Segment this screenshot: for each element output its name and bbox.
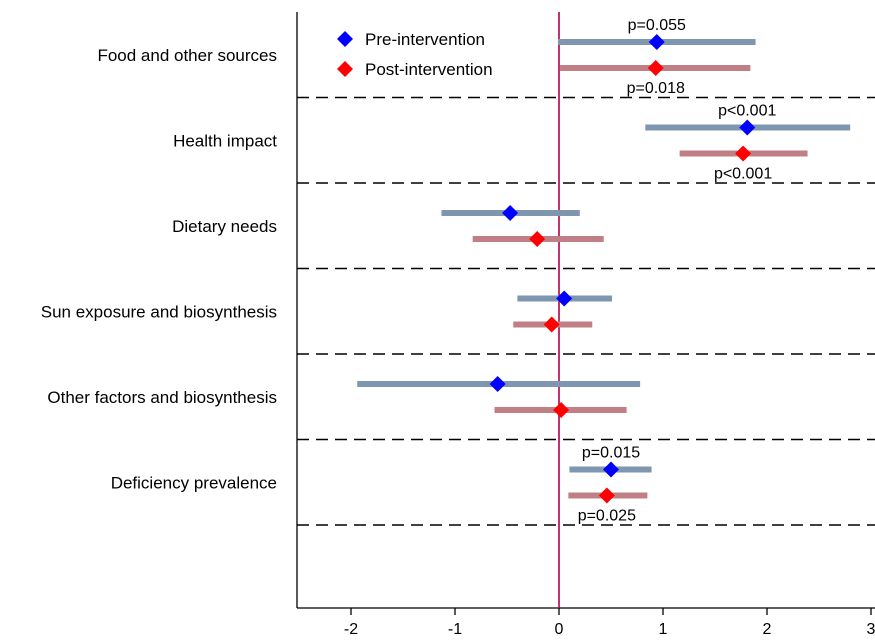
row-separators bbox=[297, 96, 875, 526]
category-row: Other factors and biosynthesis bbox=[47, 376, 641, 418]
category-row: Food and other sources p=0.055 p=0.018 bbox=[97, 17, 756, 97]
category-rows: Food and other sources p=0.055 p=0.018 Heal… bbox=[41, 17, 851, 525]
pre-intervention-point bbox=[739, 119, 756, 136]
post-intervention-point bbox=[735, 145, 752, 162]
x-tick-label: 3 bbox=[867, 621, 875, 638]
category-label: Health impact bbox=[173, 132, 277, 151]
post-intervention-point bbox=[543, 316, 560, 333]
post-intervention-point bbox=[598, 487, 615, 504]
pre-intervention-point bbox=[603, 461, 619, 478]
x-axis-ticks: -2 -1 0 1 2 3 bbox=[344, 608, 875, 638]
x-tick-label: -2 bbox=[344, 621, 358, 638]
pre-intervention-point bbox=[489, 376, 506, 392]
category-row: Deficiency prevalence p=0.015 p=0.025 bbox=[111, 445, 652, 525]
legend-post-marker bbox=[337, 61, 353, 77]
post-intervention-point bbox=[529, 231, 546, 247]
category-label: Dietary needs bbox=[172, 217, 277, 236]
legend-pre-label: Pre-intervention bbox=[365, 30, 485, 49]
x-tick-label: 2 bbox=[763, 621, 772, 638]
pre-intervention-point bbox=[502, 205, 519, 221]
legend-post-label: Post-intervention bbox=[365, 60, 493, 79]
post-intervention-point bbox=[553, 402, 570, 418]
x-tick-label: 0 bbox=[555, 621, 564, 638]
legend: Pre-intervention Post-intervention bbox=[337, 30, 493, 79]
legend-pre-marker bbox=[337, 31, 353, 47]
category-label: Food and other sources bbox=[97, 46, 277, 65]
post-intervention-p-value: p=0.025 bbox=[578, 508, 636, 525]
post-intervention-p-value: p<0.001 bbox=[714, 166, 772, 183]
category-row: Health impact p<0.001 p<0.001 bbox=[173, 103, 851, 183]
x-tick-label: -1 bbox=[448, 621, 462, 638]
pre-intervention-p-value: p=0.055 bbox=[628, 17, 686, 34]
category-label: Sun exposure and biosynthesis bbox=[41, 303, 277, 322]
post-intervention-point bbox=[647, 60, 664, 76]
category-label: Other factors and biosynthesis bbox=[47, 388, 277, 407]
pre-intervention-point bbox=[648, 34, 665, 50]
category-label: Deficiency prevalence bbox=[111, 474, 277, 493]
pre-intervention-p-value: p=0.015 bbox=[582, 445, 640, 462]
pre-intervention-point bbox=[556, 290, 573, 307]
post-intervention-p-value: p=0.018 bbox=[627, 80, 685, 97]
pre-intervention-p-value: p<0.001 bbox=[718, 103, 776, 120]
category-row: Sun exposure and biosynthesis bbox=[41, 290, 613, 333]
category-row: Dietary needs bbox=[172, 205, 604, 247]
x-tick-label: 1 bbox=[659, 621, 668, 638]
